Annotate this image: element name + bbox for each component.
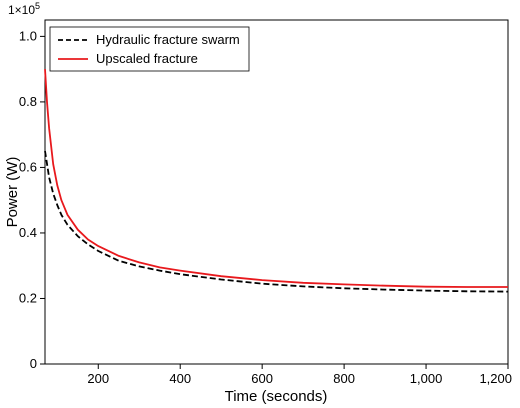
legend-label-upscaled: Upscaled fracture [96,51,198,66]
y-axis-ticks: 0 0.2 0.4 0.6 0.8 1.0 [19,28,45,371]
series-line-upscaled-fracture [44,69,508,288]
y-tick-label: 0.6 [19,159,37,174]
legend: Hydraulic fracture swarm Upscaled fractu… [49,26,250,72]
plot-frame [44,19,509,365]
y-multiplier: 1×105 [8,1,40,17]
y-tick-label: 0.4 [19,225,37,240]
y-tick-label: 1.0 [19,28,37,43]
x-tick-label: 1,000 [410,371,443,386]
x-tick-label: 600 [251,371,273,386]
legend-box [49,26,250,72]
y-tick-label: 0.2 [19,290,37,305]
legend-label-hydraulic: Hydraulic fracture swarm [96,32,240,47]
y-axis-title: Power (W) [4,157,21,228]
x-tick-label: 800 [333,371,355,386]
x-tick-label: 400 [169,371,191,386]
x-tick-label: 1,200 [479,371,512,386]
x-tick-label: 200 [87,371,109,386]
x-axis-title: Time (seconds) [225,388,328,405]
y-multiplier-exponent: 5 [35,1,40,11]
x-axis-ticks: 200 400 600 800 1,000 1,200 [87,364,512,386]
y-tick-label: 0 [30,356,37,371]
series-line-hydraulic-fracture-swarm [44,150,509,293]
series-layer [44,69,509,293]
y-tick-label: 0.8 [19,94,37,109]
